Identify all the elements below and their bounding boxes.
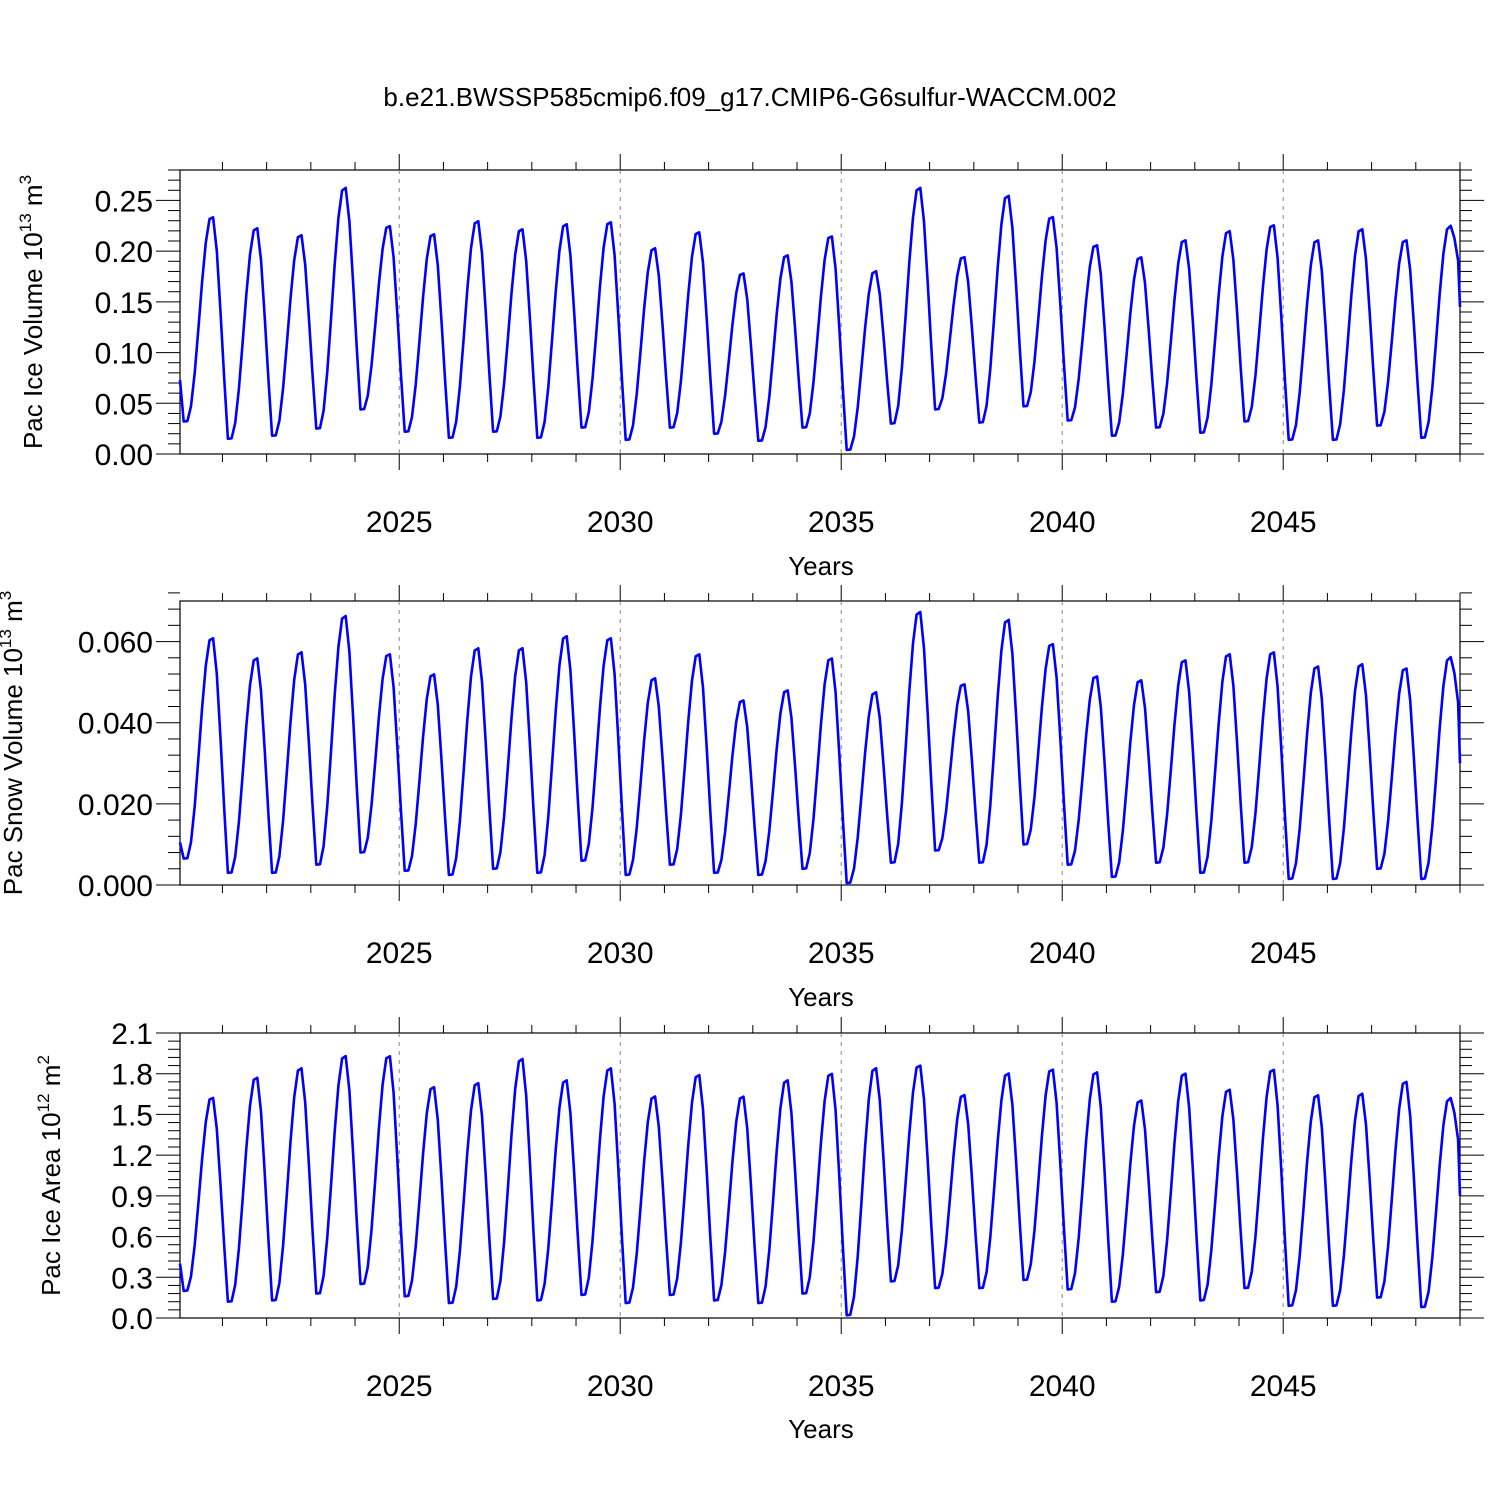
y-tick-label: 0.05	[95, 388, 153, 421]
panels: 2025 2030 2035 2040 2045 Years 0.00 0.05 0.10 0.1…	[0, 154, 1484, 1444]
y-tick-label: 0.10	[95, 338, 153, 371]
y-axis-label-text: Pac Snow Volume 10	[0, 648, 28, 895]
chart-panel-1: 2025 2030 2035 2040 2045 Years 0.00 0.05 0.10 0.1…	[16, 154, 1484, 581]
x-tick-label: 2025	[366, 1370, 433, 1403]
y-tick-label: 0.20	[95, 236, 153, 269]
x-axis-label: Years	[788, 1414, 854, 1444]
x-axis-label: Years	[788, 982, 854, 1012]
y-axis-label-unit-exponent: 3	[0, 591, 15, 600]
x-tick-label: 2030	[587, 937, 654, 970]
y-tick-label: 0.00	[95, 439, 153, 472]
x-tick-label: 2030	[587, 1370, 654, 1403]
x-tick-label: 2040	[1029, 1370, 1096, 1403]
y-axis-label-unit: m	[18, 184, 48, 213]
x-tick-label: 2035	[808, 1370, 875, 1403]
series-line	[178, 1054, 1462, 1317]
y-tick-label: 1.5	[111, 1099, 153, 1132]
y-tick-label: 1.8	[111, 1059, 153, 1092]
plot-frame	[179, 1032, 1461, 1319]
y-axis-label-text: Pac Ice Volume 10	[18, 232, 48, 449]
y-tick-label: 0.15	[95, 287, 153, 320]
y-axis-label-unit-exponent: 3	[16, 175, 35, 184]
y-axis-label: Pac Ice Area 1012 m2	[34, 1055, 66, 1296]
x-tick-label: 2030	[587, 506, 654, 539]
x-tick-label: 2045	[1250, 1370, 1317, 1403]
series-line	[178, 610, 1462, 885]
x-tick-label: 2040	[1029, 937, 1096, 970]
y-tick-label: 0.0	[111, 1303, 153, 1336]
x-tick-label: 2045	[1250, 937, 1317, 970]
y-tick-label: 0.020	[78, 789, 153, 822]
y-tick-label: 0.060	[78, 627, 153, 660]
chart-panel-3: 2025 2030 2035 2040 2045 Years 0.0 0.3 0.6 0.9 1.2…	[34, 1017, 1484, 1444]
y-axis-label: Pac Snow Volume 1013 m3	[0, 591, 28, 895]
x-tick-label: 2035	[808, 937, 875, 970]
y-tick-label: 0.9	[111, 1181, 153, 1214]
y-axis-label: Pac Ice Volume 1013 m3	[16, 175, 48, 449]
series-line	[178, 186, 1462, 452]
y-axis-label-exponent: 13	[16, 213, 35, 232]
y-tick-label: 0.040	[78, 708, 153, 741]
x-tick-label: 2025	[366, 937, 433, 970]
y-axis-label-unit-exponent: 2	[34, 1055, 53, 1064]
x-axis-label: Years	[788, 551, 854, 581]
x-tick-label: 2035	[808, 506, 875, 539]
x-tick-label: 2040	[1029, 506, 1096, 539]
y-tick-label: 0.25	[95, 185, 153, 218]
y-axis-label-unit: m	[0, 600, 28, 629]
x-tick-label: 2045	[1250, 506, 1317, 539]
x-tick-label: 2025	[366, 506, 433, 539]
chart-panel-2: 2025 2030 2035 2040 2045 Years 0.000 0.020 0.040…	[0, 585, 1484, 1012]
y-tick-label: 0.6	[111, 1222, 153, 1255]
y-tick-label: 1.2	[111, 1140, 153, 1173]
y-tick-label: 2.1	[111, 1018, 153, 1051]
y-axis-label-exponent: 13	[0, 629, 15, 648]
y-tick-label: 0.000	[78, 870, 153, 903]
y-axis-label-text: Pac Ice Area 10	[36, 1112, 66, 1296]
y-axis-label-exponent: 12	[34, 1093, 53, 1112]
figure-title: b.e21.BWSSP585cmip6.f09_g17.CMIP6-G6sulf…	[383, 82, 1116, 112]
y-tick-label: 0.3	[111, 1262, 153, 1295]
y-axis-label-unit: m	[36, 1065, 66, 1094]
